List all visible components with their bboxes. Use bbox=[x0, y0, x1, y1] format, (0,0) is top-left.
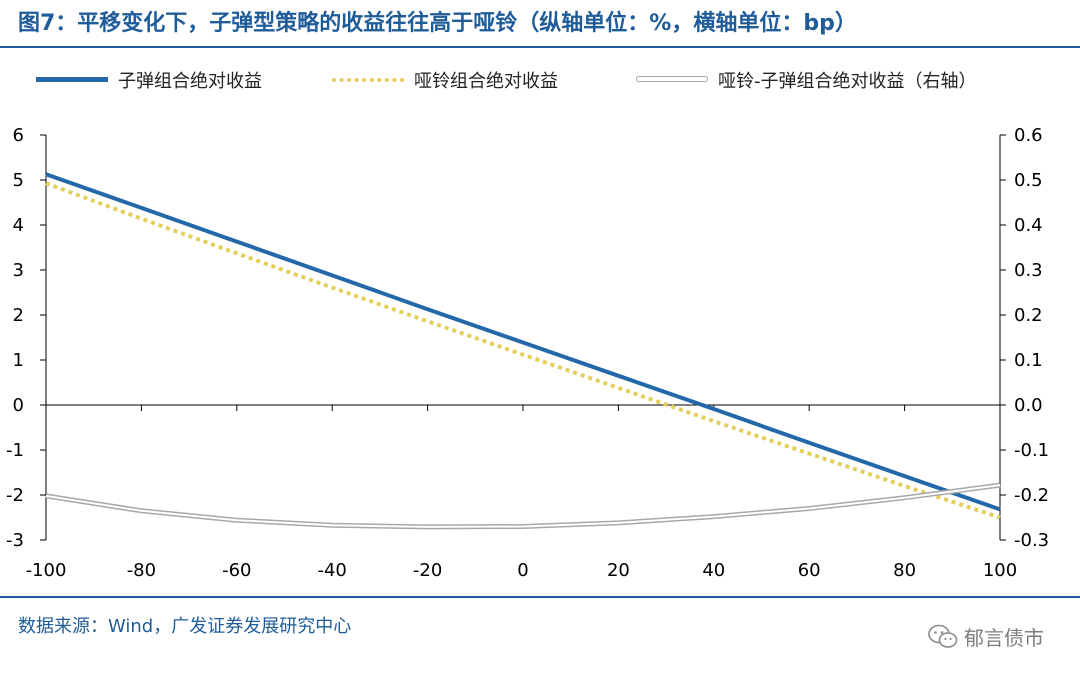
x-tick-label: 0 bbox=[517, 560, 528, 581]
x-tick-label: -20 bbox=[413, 560, 442, 581]
legend-label: 哑铃-子弹组合绝对收益（右轴） bbox=[718, 71, 977, 92]
title-divider bbox=[0, 46, 1080, 48]
x-tick-label: -40 bbox=[317, 560, 346, 581]
x-tick-label: -100 bbox=[26, 560, 67, 581]
x-tick-label: 60 bbox=[798, 560, 821, 581]
legend: 子弹组合绝对收益 哑铃组合绝对收益 哑铃-子弹组合绝对收益（右轴） bbox=[0, 60, 1080, 100]
line-chart: 6 5 4 3 2 1 0 -1 -2 -3 0.6 0.5 0.4 0.3 0.2 0.1 0.0 -0.1 -0… bbox=[6, 125, 1049, 581]
chart-tick-labels: 6 5 4 3 2 1 0 -1 -2 -3 0.6 0.5 0.4 0.3 0.2 0.1 0.0 -0.1 -0… bbox=[6, 125, 1049, 581]
series-line-spread-outer bbox=[45, 482, 1001, 530]
legend-item-spread: 哑铃-子弹组合绝对收益（右轴） bbox=[636, 60, 977, 100]
right-y-tick-label: 0.5 bbox=[1014, 170, 1043, 191]
x-tick-label: 100 bbox=[983, 560, 1017, 581]
left-y-tick-label: -3 bbox=[6, 530, 24, 551]
left-y-tick-label: 5 bbox=[13, 170, 24, 191]
left-y-tick-label: 0 bbox=[13, 395, 24, 416]
left-y-tick-label: 3 bbox=[13, 260, 24, 281]
chart-title: 图7：平移变化下，子弹型策略的收益往往高于哑铃（纵轴单位：%，横轴单位：bp） bbox=[18, 11, 857, 36]
watermark-text: 郁言债市 bbox=[964, 626, 1044, 650]
series-line-spread-inner bbox=[45, 484, 1001, 528]
left-y-tick-label: -1 bbox=[6, 440, 24, 461]
right-y-tick-label: -0.2 bbox=[1014, 485, 1049, 506]
right-y-tick-label: 0.1 bbox=[1014, 350, 1043, 371]
right-y-tick-label: -0.1 bbox=[1014, 440, 1049, 461]
right-y-tick-label: 0.4 bbox=[1014, 215, 1043, 236]
left-y-tick-label: -2 bbox=[6, 485, 24, 506]
right-y-tick-label: 0.2 bbox=[1014, 305, 1043, 326]
legend-swatch-dotted bbox=[332, 75, 404, 85]
legend-swatch-double bbox=[636, 75, 708, 85]
left-y-tick-label: 6 bbox=[13, 125, 24, 146]
legend-label: 子弹组合绝对收益 bbox=[118, 71, 262, 92]
chart-axes bbox=[40, 134, 1006, 541]
right-y-tick-label: -0.3 bbox=[1014, 530, 1049, 551]
series-line-bullet bbox=[45, 172, 1001, 512]
legend-item-barbell: 哑铃组合绝对收益 bbox=[332, 60, 558, 100]
legend-label: 哑铃组合绝对收益 bbox=[414, 71, 558, 92]
source-divider bbox=[0, 596, 1080, 598]
right-y-tick-label: 0.3 bbox=[1014, 260, 1043, 281]
left-y-tick-label: 4 bbox=[13, 215, 24, 236]
series-line-barbell bbox=[45, 181, 1001, 520]
x-tick-label: -60 bbox=[222, 560, 251, 581]
x-tick-label: -80 bbox=[127, 560, 156, 581]
wechat-icon bbox=[928, 624, 958, 648]
x-tick-label: 40 bbox=[702, 560, 725, 581]
x-tick-label: 80 bbox=[893, 560, 916, 581]
right-y-tick-label: 0.6 bbox=[1014, 125, 1043, 146]
source-note: 数据来源：Wind，广发证券发展研究中心 bbox=[18, 616, 352, 637]
left-y-tick-label: 2 bbox=[13, 305, 24, 326]
chart-series bbox=[45, 172, 1001, 530]
left-y-tick-label: 1 bbox=[13, 350, 24, 371]
watermark: 郁言债市 bbox=[928, 622, 1044, 651]
right-y-tick-label: 0.0 bbox=[1014, 395, 1043, 416]
x-tick-label: 20 bbox=[607, 560, 630, 581]
legend-swatch-solid bbox=[36, 75, 108, 85]
legend-item-bullet: 子弹组合绝对收益 bbox=[36, 60, 262, 100]
